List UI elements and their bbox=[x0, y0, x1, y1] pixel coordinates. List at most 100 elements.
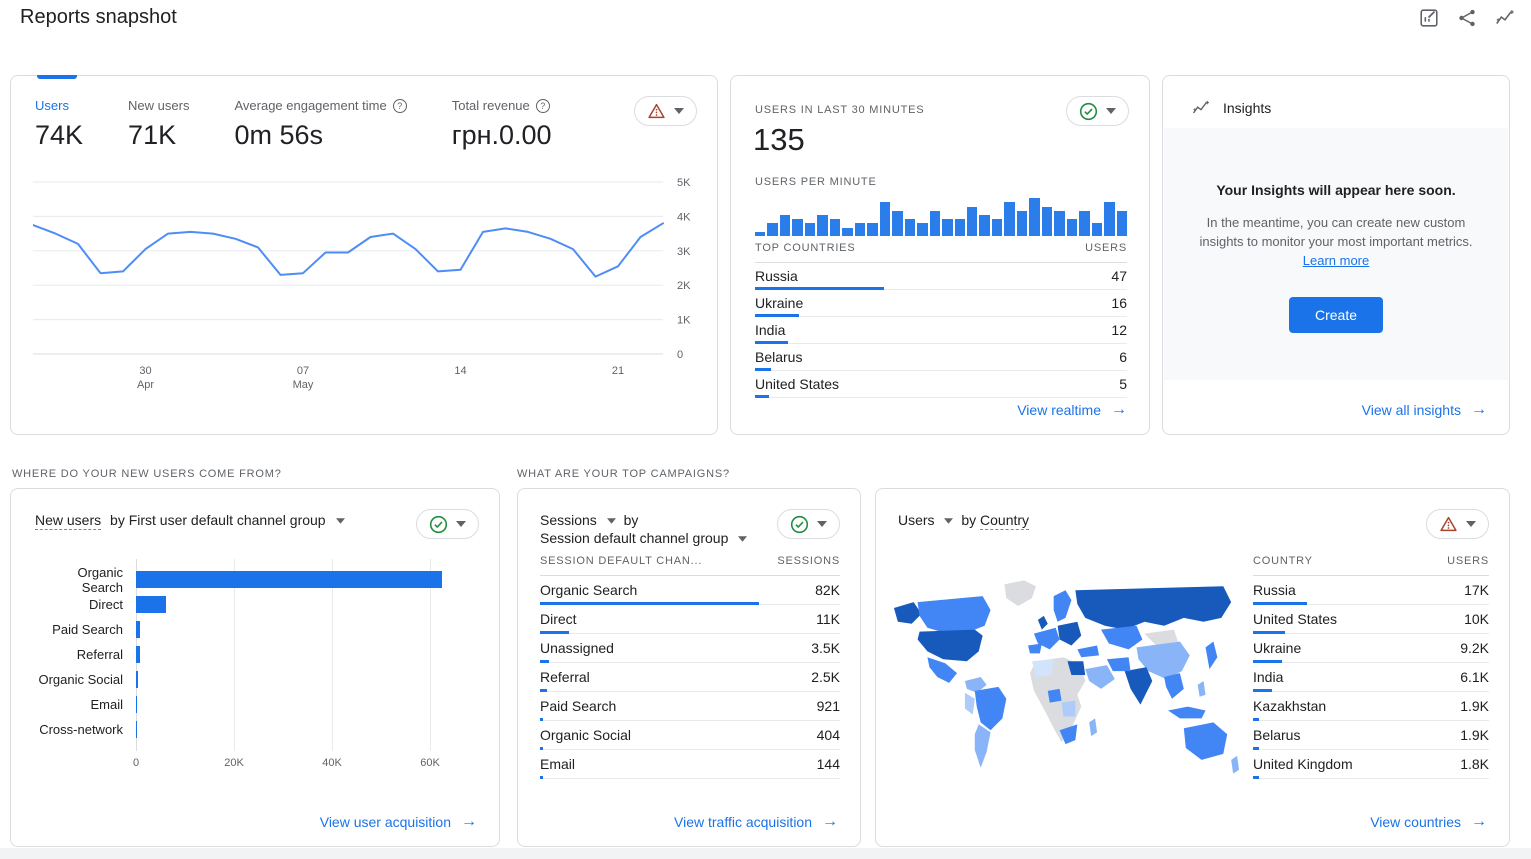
row-mini-bar bbox=[540, 718, 543, 721]
chevron-down-icon bbox=[674, 108, 684, 114]
campaigns-card: Sessions by Session default channel grou… bbox=[517, 488, 861, 847]
warning-triangle-icon bbox=[1440, 516, 1457, 532]
arrow-right-icon: → bbox=[1111, 401, 1127, 418]
arrow-right-icon: → bbox=[822, 813, 838, 830]
bar-row-cross-network: Cross-network bbox=[39, 721, 137, 738]
metric-tab-users[interactable]: Users 74K bbox=[35, 98, 84, 150]
minute-bar bbox=[842, 227, 853, 236]
bar-row-organic-social: Organic Social bbox=[33, 667, 483, 692]
table-row: United States 10K bbox=[1253, 605, 1489, 634]
help-icon[interactable]: ? bbox=[392, 98, 407, 113]
view-realtime-link[interactable]: View realtime → bbox=[1017, 401, 1127, 418]
row-mini-bar bbox=[755, 287, 885, 290]
bar-row-email: Email bbox=[90, 696, 137, 713]
view-all-insights-link[interactable]: View all insights → bbox=[1361, 401, 1487, 418]
chevron-down-icon[interactable] bbox=[335, 511, 345, 529]
dimension-selector[interactable]: Session default channel group bbox=[540, 530, 729, 546]
row-mini-bar bbox=[1253, 776, 1259, 779]
bar-row-paid-search: Paid Search bbox=[33, 617, 483, 642]
horizontal-scrollbar-track[interactable] bbox=[0, 848, 1531, 859]
help-icon[interactable]: ? bbox=[535, 98, 550, 113]
minute-bar bbox=[755, 231, 766, 236]
table-row: United States 5 bbox=[755, 371, 1127, 398]
chevron-down-icon bbox=[1466, 521, 1476, 527]
arrow-right-icon: → bbox=[1471, 401, 1487, 418]
arrow-right-icon: → bbox=[461, 813, 477, 830]
svg-text:3K: 3K bbox=[677, 246, 691, 258]
chevron-down-icon[interactable] bbox=[944, 511, 954, 529]
minute-bar bbox=[1066, 219, 1078, 236]
chevron-down-icon bbox=[456, 521, 466, 527]
chevron-down-icon[interactable] bbox=[738, 529, 748, 547]
users-per-minute-chart bbox=[755, 194, 1128, 236]
table-row: Ukraine 9.2K bbox=[1253, 634, 1489, 663]
metric-selector[interactable]: Sessions bbox=[540, 512, 597, 528]
metric-tab-average-engagement-time[interactable]: Average engagement time? 0m 56s bbox=[234, 98, 407, 151]
row-mini-bar bbox=[1253, 747, 1260, 750]
check-circle-icon bbox=[429, 515, 448, 533]
minute-bar bbox=[954, 219, 965, 236]
create-insight-button[interactable]: Create bbox=[1288, 296, 1384, 333]
map-status-dropdown[interactable] bbox=[1426, 509, 1489, 539]
row-mini-bar bbox=[540, 747, 543, 750]
minute-bar bbox=[1016, 210, 1028, 236]
table-row: Ukraine 16 bbox=[755, 290, 1127, 317]
minute-bar bbox=[804, 223, 816, 236]
metric-tab-new-users[interactable]: New users 71K bbox=[128, 98, 190, 150]
sessions-by-channel-table: SESSION DEFAULT CHAN... SESSIONS Organic S… bbox=[540, 555, 840, 779]
overview-status-dropdown[interactable] bbox=[634, 96, 697, 126]
metric-tab-total-revenue[interactable]: Total revenue? грн.0.00 bbox=[451, 98, 552, 150]
view-traffic-acquisition-link[interactable]: View traffic acquisition → bbox=[674, 813, 838, 830]
metric-selector[interactable]: Users bbox=[898, 512, 935, 528]
campaigns-status-dropdown[interactable] bbox=[777, 509, 840, 539]
share-icon[interactable] bbox=[1455, 6, 1479, 30]
realtime-status-dropdown[interactable] bbox=[1066, 96, 1129, 126]
overview-card: Users 74K New users 71K Average engagement t… bbox=[10, 75, 718, 435]
minute-bar bbox=[904, 219, 916, 236]
axis-tick-label: 20K bbox=[224, 757, 244, 769]
users-line-chart: 0 1K 2K 3K 4K 5K 30 Apr 07 May 14 21 bbox=[33, 177, 691, 391]
minute-bar bbox=[817, 215, 828, 236]
customize-report-icon[interactable] bbox=[1417, 6, 1441, 30]
table-row: Organic Social 404 bbox=[540, 721, 840, 750]
world-choropleth-map bbox=[893, 580, 1240, 774]
minute-bar bbox=[892, 210, 903, 236]
minute-bar bbox=[991, 219, 1003, 236]
minute-bar bbox=[942, 219, 953, 236]
table-row: Organic Search 82K bbox=[540, 576, 840, 605]
table-row: Unassigned 3.5K bbox=[540, 634, 840, 663]
insights-icon[interactable] bbox=[1493, 6, 1517, 30]
realtime-users-value: 135 bbox=[753, 122, 805, 157]
minute-bar bbox=[1091, 223, 1103, 236]
bar-row-referral: Referral bbox=[33, 642, 483, 667]
dimension-selector[interactable]: Country bbox=[980, 512, 1030, 530]
users-per-minute-label: USERS PER MINUTE bbox=[755, 176, 877, 188]
table-row: Kazakhstan 1.9K bbox=[1253, 692, 1489, 721]
metric-selector[interactable]: New users bbox=[35, 512, 102, 530]
insights-icon bbox=[1192, 100, 1209, 114]
view-user-acquisition-link[interactable]: View user acquisition → bbox=[319, 813, 477, 830]
realtime-title: USERS IN LAST 30 MINUTES bbox=[755, 104, 925, 116]
table-row: Paid Search 921 bbox=[540, 692, 840, 721]
chevron-down-icon bbox=[1106, 108, 1116, 114]
learn-more-link[interactable]: Learn more bbox=[1302, 252, 1370, 268]
new-users-card-title: New users by First user default channel … bbox=[35, 511, 345, 530]
axis-tick-label: 40K bbox=[322, 757, 342, 769]
chevron-down-icon[interactable] bbox=[606, 511, 616, 529]
arrow-right-icon: → bbox=[1471, 813, 1487, 830]
new-users-status-dropdown[interactable] bbox=[416, 509, 479, 539]
minute-bar bbox=[829, 219, 841, 236]
minute-bar bbox=[917, 223, 928, 236]
realtime-card: USERS IN LAST 30 MINUTES 135 USERS PER M… bbox=[730, 75, 1150, 435]
minute-bar bbox=[979, 215, 990, 236]
minute-bar bbox=[1079, 210, 1090, 236]
minute-bar bbox=[779, 215, 791, 236]
table-row: Email 144 bbox=[540, 750, 840, 779]
selected-metric-indicator bbox=[37, 75, 77, 79]
table-header: TOP COUNTRIES USERS bbox=[755, 242, 1127, 263]
view-countries-link[interactable]: View countries → bbox=[1370, 813, 1487, 830]
row-mini-bar bbox=[1253, 718, 1260, 721]
insights-text: In the meantime, you can create new cust… bbox=[1199, 215, 1473, 249]
table-row: Referral 2.5K bbox=[540, 663, 840, 692]
